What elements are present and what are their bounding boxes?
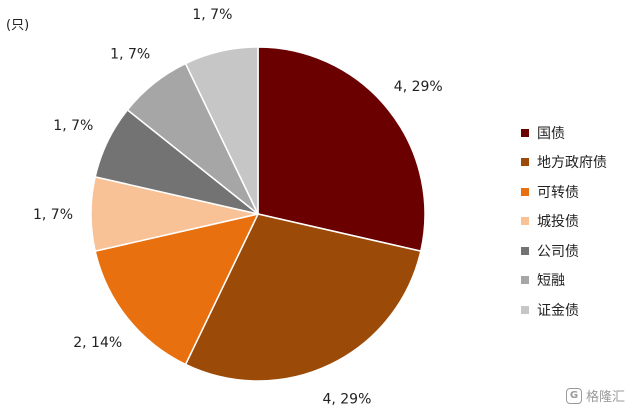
pie-slice-7 — [184, 46, 259, 215]
legend-item-3: 可转债 — [521, 177, 607, 207]
data-label-1: 4, 29% — [394, 79, 443, 95]
legend-swatch — [521, 217, 529, 226]
legend-item-5: 公司债 — [521, 236, 607, 266]
pie-slice-1 — [257, 46, 426, 253]
legend-label: 城投债 — [537, 214, 579, 231]
pie-slice-2 — [184, 213, 422, 382]
legend-item-7: 证金债 — [521, 295, 607, 325]
data-label-6: 1, 7% — [110, 47, 150, 63]
pie-slice-3 — [94, 212, 260, 366]
legend-swatch — [521, 158, 529, 167]
legend-swatch — [521, 187, 529, 196]
watermark-text: 格隆汇 — [586, 390, 626, 405]
watermark-logo-icon: G — [566, 387, 582, 404]
legend-item-2: 地方政府债 — [521, 148, 607, 178]
data-label-7: 1, 7% — [192, 7, 232, 23]
legend-swatch — [521, 276, 529, 285]
legend-item-6: 短融 — [521, 266, 607, 296]
data-label-4: 1, 7% — [33, 207, 73, 223]
legend-label: 证金债 — [537, 302, 579, 319]
data-label-3: 2, 14% — [73, 335, 122, 351]
legend-item-1: 国债 — [521, 118, 607, 148]
legend-swatch — [521, 128, 529, 137]
legend-label: 短融 — [537, 273, 565, 290]
legend-swatch — [521, 246, 529, 255]
pie-slices — [90, 46, 426, 382]
legend-swatch — [521, 305, 529, 314]
legend-label: 公司债 — [537, 243, 579, 260]
legend-label: 地方政府债 — [537, 155, 607, 172]
data-label-2: 4, 29% — [322, 392, 371, 408]
legend-label: 可转债 — [537, 184, 579, 201]
pie-data-labels: 4, 29% 4, 29% 2, 14% 1, 7% 1, 7% 1, 7% 1, 7% — [33, 7, 443, 408]
unit-label: (只) — [6, 18, 30, 33]
chart-legend: 国债地方政府债可转债城投债公司债短融证金债 — [521, 118, 607, 325]
legend-item-4: 城投债 — [521, 207, 607, 237]
legend-label: 国债 — [537, 125, 565, 142]
watermark: G 格隆汇 — [566, 386, 625, 405]
data-label-5: 1, 7% — [53, 118, 93, 134]
